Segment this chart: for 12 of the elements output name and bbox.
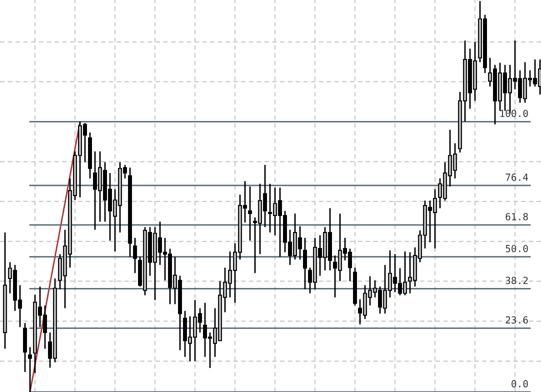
candlestick (303, 237, 307, 290)
ref-line-label: 0.0 (512, 380, 528, 388)
ref-line-label: 50.0 (506, 244, 528, 252)
candlestick (248, 186, 252, 242)
ref-line-label: 38.2 (506, 276, 528, 284)
ref-line-label: 61.8 (506, 212, 528, 220)
candlestick (28, 346, 32, 392)
ref-line-label: 76.4 (506, 174, 528, 181)
candlestick (23, 322, 27, 373)
candlestick (133, 237, 137, 274)
ref-line-label: 23.6 (506, 316, 528, 324)
ref-line-label: 100.0 (500, 110, 528, 118)
